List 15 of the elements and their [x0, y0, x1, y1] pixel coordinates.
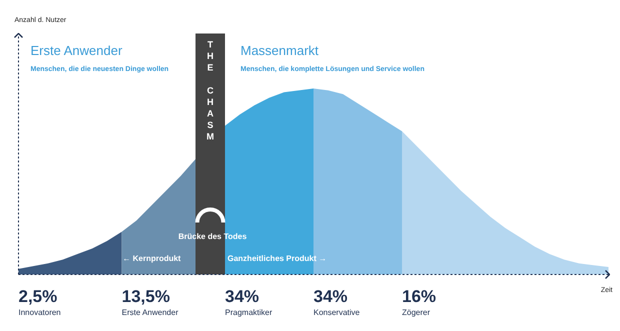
text: Massenmarkt	[240, 43, 319, 58]
text: Erste Anwender	[122, 308, 179, 317]
text: Innovatoren	[18, 308, 61, 317]
text: Pragmaktiker	[225, 308, 272, 317]
text: 34%	[225, 287, 260, 306]
text: THE CHASM	[206, 40, 214, 142]
text: 34%	[314, 287, 348, 306]
text: Zögerer	[402, 308, 430, 317]
text: Erste Anwender	[30, 43, 123, 58]
text: Konservative	[314, 308, 360, 317]
text: 13,5%	[122, 287, 170, 306]
annotation: ← Kernprodukt	[122, 254, 182, 263]
text: 2,5%	[18, 287, 58, 306]
annotation: Ganzheitliches Produkt →	[228, 254, 327, 263]
text: 16%	[402, 287, 436, 306]
